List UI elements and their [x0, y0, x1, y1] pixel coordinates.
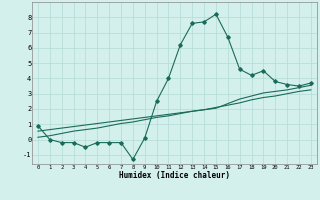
- X-axis label: Humidex (Indice chaleur): Humidex (Indice chaleur): [119, 171, 230, 180]
